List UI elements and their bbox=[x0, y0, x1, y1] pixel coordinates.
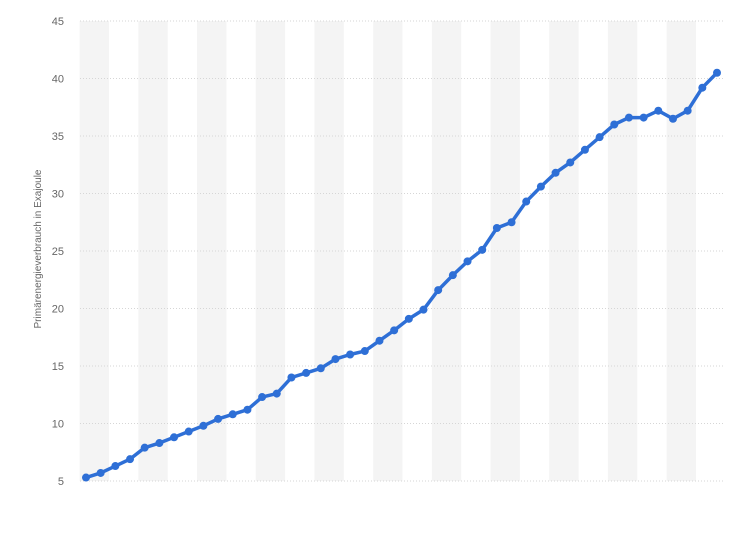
data-point[interactable] bbox=[96, 468, 105, 477]
data-point[interactable] bbox=[624, 113, 633, 122]
y-tick-label: 25 bbox=[52, 246, 64, 258]
data-point[interactable] bbox=[478, 245, 487, 254]
data-point[interactable] bbox=[302, 368, 311, 377]
data-point[interactable] bbox=[360, 347, 369, 356]
y-tick-label: 5 bbox=[58, 476, 64, 488]
data-point[interactable] bbox=[228, 410, 237, 419]
gridlines bbox=[80, 20, 724, 482]
y-tick-label: 20 bbox=[52, 304, 64, 316]
data-point[interactable] bbox=[566, 158, 575, 167]
data-point[interactable] bbox=[316, 364, 325, 373]
data-point[interactable] bbox=[126, 455, 135, 464]
background-bands bbox=[79, 21, 696, 481]
data-point[interactable] bbox=[258, 393, 267, 402]
data-point[interactable] bbox=[331, 355, 340, 364]
data-point[interactable] bbox=[419, 305, 428, 314]
data-point[interactable] bbox=[214, 414, 223, 423]
data-point[interactable] bbox=[448, 271, 457, 280]
background-band bbox=[373, 21, 403, 481]
data-point[interactable] bbox=[580, 145, 589, 154]
data-point[interactable] bbox=[668, 114, 677, 123]
y-tick-label: 15 bbox=[52, 361, 64, 373]
y-axis-title: Primärenergieverbrauch in Exajoule bbox=[33, 169, 44, 328]
data-point[interactable] bbox=[507, 218, 516, 227]
data-point[interactable] bbox=[82, 473, 90, 482]
y-axis-ticks: 5 10 15 20 25 30 35 40 45 bbox=[52, 16, 64, 488]
data-point[interactable] bbox=[595, 133, 604, 142]
background-band bbox=[197, 21, 227, 481]
background-band bbox=[138, 21, 168, 481]
y-tick-label: 10 bbox=[52, 419, 64, 431]
series-group bbox=[82, 68, 721, 482]
data-point[interactable] bbox=[170, 433, 179, 442]
data-point[interactable] bbox=[683, 106, 692, 115]
y-tick-label: 35 bbox=[52, 131, 64, 143]
data-point[interactable] bbox=[140, 443, 149, 452]
data-point[interactable] bbox=[184, 427, 193, 436]
data-point[interactable] bbox=[404, 314, 413, 323]
data-point[interactable] bbox=[272, 389, 281, 398]
data-point[interactable] bbox=[243, 405, 252, 414]
data-point[interactable] bbox=[654, 106, 663, 115]
data-point[interactable] bbox=[199, 421, 208, 430]
data-point[interactable] bbox=[390, 326, 399, 335]
data-point[interactable] bbox=[698, 83, 707, 92]
data-point[interactable] bbox=[346, 350, 355, 359]
data-point[interactable] bbox=[111, 462, 120, 471]
data-point[interactable] bbox=[463, 257, 472, 266]
y-tick-label: 30 bbox=[52, 189, 64, 201]
y-tick-label: 45 bbox=[52, 16, 64, 28]
data-point[interactable] bbox=[522, 197, 531, 206]
data-point[interactable] bbox=[375, 336, 384, 345]
data-point[interactable] bbox=[287, 373, 296, 382]
data-point[interactable] bbox=[434, 286, 443, 295]
data-point[interactable] bbox=[155, 439, 164, 448]
data-point[interactable] bbox=[551, 168, 560, 177]
data-point[interactable] bbox=[610, 120, 619, 129]
data-point[interactable] bbox=[536, 182, 545, 191]
data-point[interactable] bbox=[713, 68, 721, 77]
y-tick-label: 40 bbox=[52, 74, 64, 86]
data-point[interactable] bbox=[492, 224, 501, 232]
data-point[interactable] bbox=[639, 113, 648, 122]
